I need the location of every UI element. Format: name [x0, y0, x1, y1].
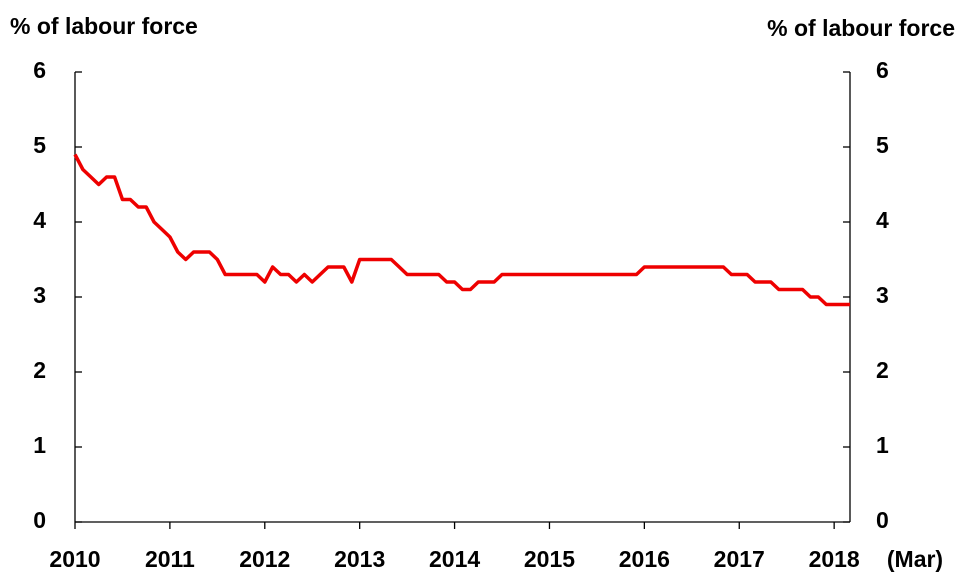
- x-tick-label: 2013: [334, 546, 385, 572]
- y2-axis-label: % of labour force: [767, 15, 955, 41]
- y-tick-label: 5: [33, 132, 46, 158]
- y2-tick-label: 6: [876, 57, 889, 83]
- y2-tick-label: 4: [876, 207, 889, 233]
- y2-tick-label: 3: [876, 282, 889, 308]
- x-tick-label: 2017: [714, 546, 765, 572]
- x-tick-label: 2018: [809, 546, 860, 572]
- y-tick-label: 4: [33, 207, 46, 233]
- y-tick-label: 3: [33, 282, 46, 308]
- y-tick-label: 1: [33, 432, 46, 458]
- y2-tick-label: 5: [876, 132, 889, 158]
- x-tick-label: 2016: [619, 546, 670, 572]
- y2-tick-label: 1: [876, 432, 889, 458]
- x-tick-label: 2015: [524, 546, 575, 572]
- y-tick-label: 0: [33, 507, 46, 533]
- y-tick-label: 6: [33, 57, 46, 83]
- x-tick-label: 2014: [429, 546, 480, 572]
- x-note: (Mar): [887, 546, 943, 572]
- y2-tick-label: 2: [876, 357, 889, 383]
- y-tick-label: 2: [33, 357, 46, 383]
- y2-tick-label: 0: [876, 507, 889, 533]
- data-line: [73, 153, 850, 307]
- x-tick-label: 2011: [145, 546, 195, 572]
- x-tick-label: 2012: [239, 546, 290, 572]
- y-axis-label: % of labour force: [10, 13, 198, 39]
- x-tick-label: 2010: [49, 546, 100, 572]
